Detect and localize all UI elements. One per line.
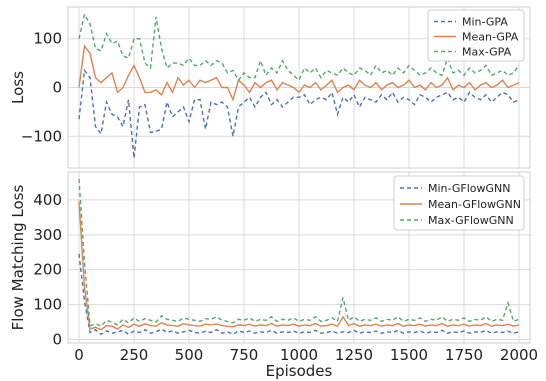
series-line-1-1 — [78, 201, 520, 331]
x-axis-label-1: Episodes — [266, 362, 333, 380]
y-tick-label-1-3: 300 — [33, 226, 62, 244]
series-line-1-2 — [78, 178, 520, 328]
y-tick-label-0-0: −100 — [21, 127, 62, 145]
series-line-0-1 — [78, 44, 520, 102]
y-tick-label-0-2: 100 — [33, 30, 62, 48]
y-tick-label-1-1: 100 — [33, 296, 62, 314]
x-tick-label-1-3: 750 — [230, 346, 259, 364]
series-line-0-0 — [78, 68, 520, 159]
legend-label-0-1: Mean-GPA — [462, 31, 519, 44]
x-tick-label-1-8: 2000 — [500, 346, 538, 364]
x-tick-label-1-6: 1500 — [390, 346, 428, 364]
x-tick-label-1-5: 1250 — [335, 346, 373, 364]
legend-box-0 — [427, 9, 525, 62]
legend-label-1-0: Min-GFlowGNN — [428, 182, 511, 195]
y-tick-label-1-2: 200 — [33, 261, 62, 279]
legend-box-1 — [393, 175, 525, 231]
x-tick-label-1-2: 500 — [175, 346, 204, 364]
x-tick-label-1-7: 1750 — [445, 346, 483, 364]
x-tick-label-1-1: 250 — [120, 346, 149, 364]
series-line-0-2 — [78, 12, 520, 82]
y-axis-label-0: Loss — [9, 71, 27, 104]
series-line-1-0 — [78, 253, 520, 336]
legend-label-0-2: Max-GPA — [462, 46, 512, 59]
y-tick-label-1-0: 0 — [52, 331, 62, 349]
y-tick-label-0-1: 0 — [52, 79, 62, 97]
plot-frame-1 — [67, 171, 531, 344]
x-tick-label-1-0: 0 — [74, 346, 84, 364]
y-axis-label-1: Flow Matching Loss — [9, 185, 27, 331]
y-tick-label-1-4: 400 — [33, 191, 62, 209]
legend-label-0-0: Min-GPA — [462, 16, 508, 29]
plot-frame-0 — [67, 6, 531, 169]
x-tick-label-1-4: 1000 — [280, 346, 318, 364]
legend-label-1-2: Max-GFlowGNN — [428, 214, 514, 227]
legend-label-1-1: Mean-GFlowGNN — [428, 198, 521, 211]
